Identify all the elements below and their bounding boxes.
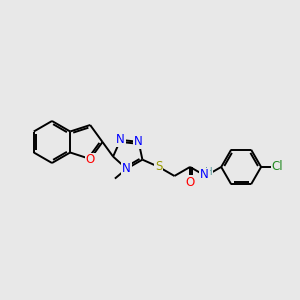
Text: O: O <box>185 176 195 189</box>
Text: N: N <box>122 162 131 175</box>
Text: O: O <box>85 154 95 166</box>
Text: Cl: Cl <box>272 160 283 173</box>
Text: N: N <box>134 135 143 148</box>
Text: S: S <box>155 160 163 173</box>
Text: N: N <box>200 169 209 182</box>
Text: H: H <box>205 167 212 177</box>
Text: N: N <box>116 134 125 146</box>
